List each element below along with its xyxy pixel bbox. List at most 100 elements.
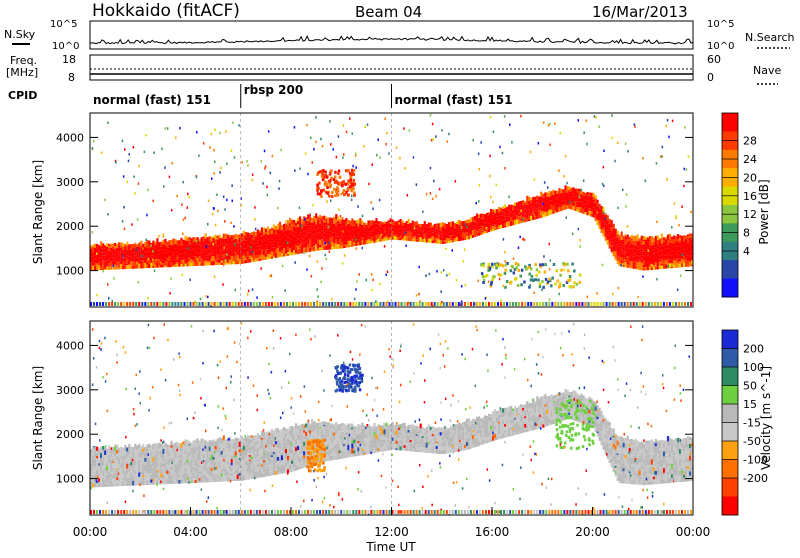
scatter-cell — [136, 249, 138, 252]
range-cell — [349, 231, 351, 233]
range-cell — [287, 429, 289, 431]
range-cell — [629, 261, 631, 266]
range-cell — [307, 214, 309, 219]
range-cell — [599, 206, 601, 209]
range-cell — [281, 435, 283, 438]
scatter-cell — [547, 186, 549, 189]
range-cell — [291, 426, 293, 429]
range-cell — [476, 228, 478, 230]
range-cell — [148, 261, 150, 265]
range-cell — [172, 466, 174, 470]
range-cell — [187, 250, 189, 255]
range-cell — [104, 447, 106, 450]
range-cell — [235, 456, 237, 458]
range-cell — [657, 236, 659, 240]
freq-right-tick-high: 60 — [707, 53, 721, 66]
range-cell — [675, 247, 677, 252]
range-cell — [134, 258, 136, 260]
range-cell — [277, 243, 279, 245]
range-cell — [136, 479, 138, 480]
range-cell — [134, 458, 136, 460]
range-cell — [187, 463, 189, 468]
patch-cell — [482, 275, 485, 278]
range-cell — [112, 447, 114, 449]
range-cell — [168, 445, 170, 450]
range-cell — [394, 236, 396, 240]
range-cell — [221, 477, 223, 482]
floor-cell — [193, 302, 195, 306]
range-cell — [472, 230, 474, 235]
range-cell — [589, 197, 591, 199]
range-cell — [110, 474, 112, 477]
range-cell — [263, 228, 265, 232]
range-cell — [154, 253, 156, 256]
range-cell — [287, 431, 289, 436]
range-cell — [130, 249, 132, 253]
range-cell — [442, 222, 444, 226]
range-cell — [611, 233, 613, 238]
range-cell — [317, 428, 319, 430]
scatter-cell — [384, 230, 386, 233]
range-cell — [309, 248, 311, 252]
range-cell — [665, 239, 667, 244]
scatter-cell — [595, 116, 597, 119]
range-cell — [321, 239, 323, 244]
range-cell — [595, 215, 597, 219]
range-cell — [241, 260, 243, 262]
range-cell — [243, 471, 245, 476]
range-cell — [237, 254, 239, 255]
range-cell — [110, 472, 112, 474]
range-cell — [490, 230, 492, 232]
range-cell — [363, 238, 365, 241]
range-cell — [609, 242, 611, 245]
range-cell — [303, 243, 305, 248]
range-cell — [251, 450, 253, 454]
range-cell — [132, 261, 134, 263]
range-cell — [657, 254, 659, 259]
range-cell — [504, 204, 506, 208]
scatter-cell — [144, 151, 146, 154]
range-cell — [235, 465, 237, 467]
range-cell — [287, 225, 289, 229]
range-cell — [146, 244, 148, 248]
range-cell — [275, 453, 277, 457]
range-cell — [315, 240, 317, 245]
range-cell — [339, 453, 341, 456]
range-cell — [295, 223, 297, 226]
range-cell — [277, 428, 279, 432]
range-cell — [631, 251, 633, 256]
range-cell — [327, 246, 329, 250]
range-cell — [146, 460, 148, 465]
range-cell — [400, 228, 402, 232]
range-cell — [158, 255, 160, 260]
range-cell — [98, 258, 100, 262]
range-cell — [229, 235, 231, 237]
range-cell — [430, 239, 432, 243]
range-cell — [221, 245, 223, 250]
range-cell — [102, 468, 104, 470]
range-cell — [345, 232, 347, 235]
range-cell — [148, 458, 150, 460]
range-cell — [249, 243, 251, 247]
range-cell — [124, 470, 126, 475]
range-cell — [307, 221, 309, 224]
range-cell — [297, 457, 299, 460]
range-cell — [659, 247, 661, 251]
scatter-cell — [129, 153, 131, 156]
range-cell — [331, 424, 333, 426]
range-cell — [589, 199, 591, 202]
range-cell — [500, 208, 502, 212]
range-cell — [185, 236, 187, 241]
floor-cell — [120, 302, 122, 306]
range-cell — [104, 482, 106, 487]
scatter-cell — [464, 223, 466, 226]
range-cell — [615, 251, 617, 256]
range-cell — [265, 465, 267, 469]
floor-cell — [503, 302, 505, 306]
range-cell — [566, 191, 568, 192]
range-cell — [675, 258, 677, 261]
range-cell — [458, 237, 460, 242]
range-cell — [651, 243, 653, 245]
scatter-cell — [549, 298, 551, 301]
range-cell — [566, 197, 568, 201]
